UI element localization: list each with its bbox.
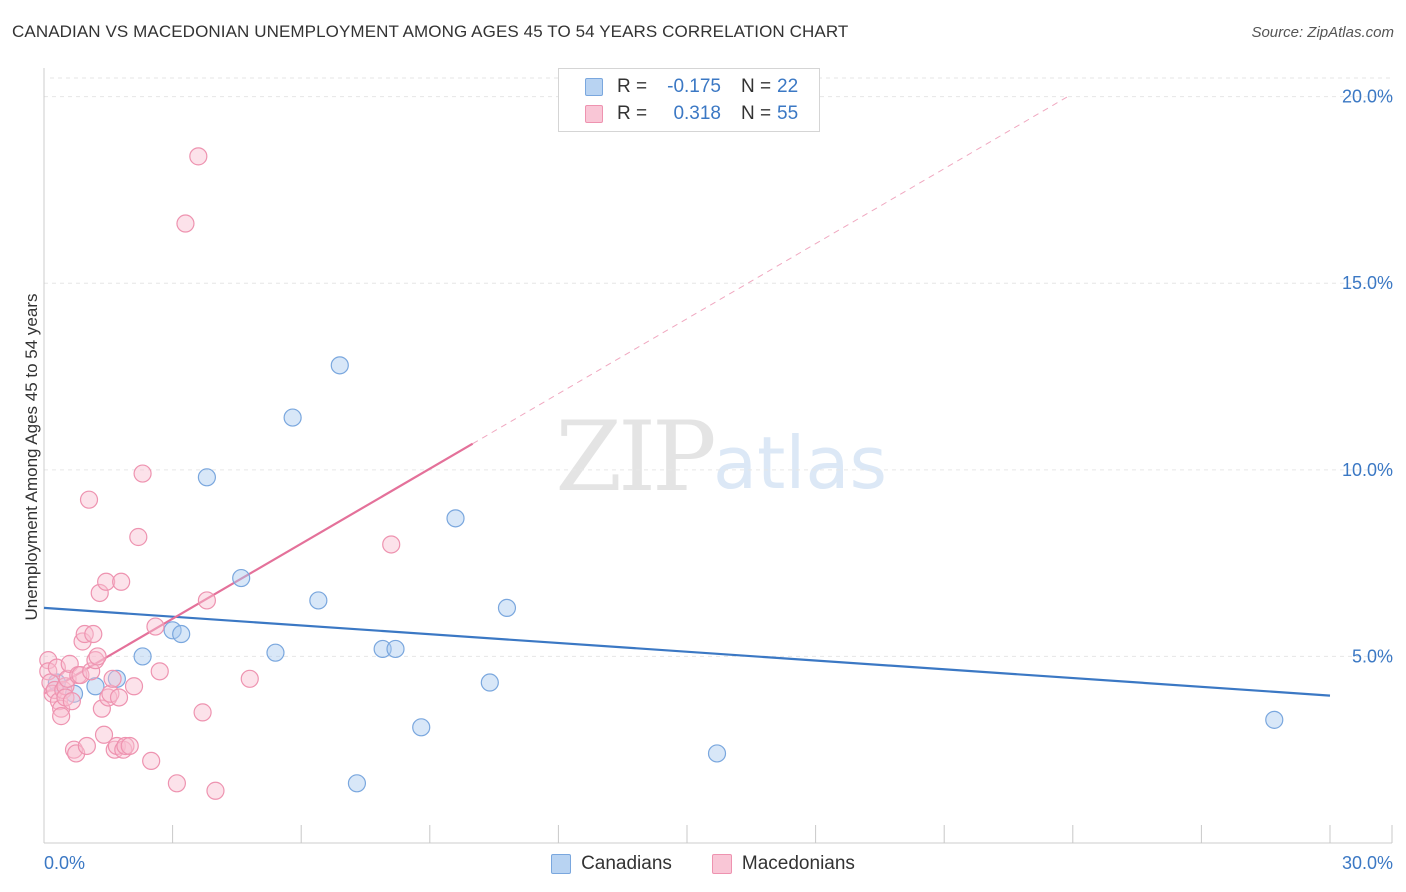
legend-label-macedonians: Macedonians: [741, 853, 855, 874]
x-tick-label: 30.0%: [1342, 853, 1393, 873]
point-canadians: [497, 598, 517, 618]
point-macedonians: [197, 591, 216, 610]
trendlines: [43, 96, 1331, 697]
x-tick-label: 0.0%: [44, 853, 85, 873]
point-canadians: [309, 591, 328, 610]
trendline-canadians: [43, 606, 1331, 697]
point-macedonians: [90, 583, 109, 603]
point-macedonians: [97, 572, 116, 591]
point-canadians: [330, 356, 349, 375]
point-macedonians: [167, 774, 186, 793]
point-macedonians: [150, 662, 169, 681]
point-canadians: [133, 647, 152, 666]
legend-item-macedonians[interactable]: Macedonians: [711, 853, 855, 875]
legend-swatch-macedonians: [711, 854, 732, 874]
grid: [44, 77, 1392, 657]
n-value: 22: [777, 76, 799, 97]
axes: [43, 68, 1393, 844]
point-canadians: [347, 774, 367, 793]
point-macedonians: [71, 665, 90, 685]
y-tick-label: 15.0%: [1342, 273, 1393, 293]
legend-label-canadians: Canadians: [581, 853, 672, 874]
watermark-atlas: atlas: [713, 421, 887, 505]
n-label: N =: [741, 76, 772, 97]
legend-item-canadians[interactable]: Canadians: [551, 853, 672, 875]
point-macedonians: [88, 647, 107, 666]
point-macedonians: [382, 535, 401, 554]
point-macedonians: [103, 669, 122, 688]
point-canadians: [707, 744, 727, 763]
point-macedonians: [193, 703, 212, 722]
y-tick-label: 5.0%: [1352, 646, 1393, 666]
point-canadians: [386, 639, 405, 659]
legend-swatch-canadians: [585, 78, 603, 96]
point-macedonians: [73, 632, 92, 651]
point-macedonians: [67, 744, 86, 763]
point-macedonians: [52, 707, 71, 726]
point-macedonians: [77, 736, 96, 756]
watermark-zip: ZIP: [555, 401, 714, 513]
point-macedonians: [92, 699, 111, 718]
point-macedonians: [120, 736, 139, 756]
point-canadians: [86, 677, 105, 696]
point-macedonians: [146, 617, 165, 636]
legend-row-macedonians: R = 0.318 N = 55: [585, 102, 798, 126]
legend-swatch-canadians: [551, 854, 572, 874]
watermark: ZIP atlas: [555, 401, 887, 513]
y-tick-label: 20.0%: [1342, 87, 1393, 107]
point-canadians: [446, 509, 465, 528]
trendline-extension-macedonians: [472, 96, 1068, 445]
y-tick-label: 10.0%: [1342, 460, 1393, 480]
point-macedonians: [176, 214, 195, 233]
legend-row-canadians: R = -0.175 N = 22: [585, 75, 798, 99]
data-points: [39, 147, 1284, 800]
chart-title: CANADIAN VS MACEDONIAN UNEMPLOYMENT AMON…: [12, 22, 849, 41]
legend-swatch-macedonians: [585, 105, 603, 123]
point-macedonians: [52, 699, 71, 718]
tick-labels: 5.0% 10.0% 15.0% 20.0% 0.0% 30.0%: [44, 87, 1393, 873]
point-canadians: [1265, 710, 1284, 729]
r-value: 0.318: [673, 103, 721, 124]
point-macedonians: [112, 572, 131, 591]
r-label: R =: [617, 103, 648, 124]
point-macedonians: [189, 147, 208, 166]
point-canadians: [172, 624, 191, 644]
point-canadians: [283, 408, 302, 427]
source-label: Source: ZipAtlas.com: [1251, 24, 1394, 41]
r-value: -0.175: [667, 76, 721, 97]
point-canadians: [373, 639, 392, 659]
point-macedonians: [79, 490, 99, 509]
point-macedonians: [142, 751, 161, 771]
y-axis-label: Unemployment Among Ages 45 to 54 years: [22, 293, 41, 621]
point-macedonians: [62, 692, 81, 711]
point-canadians: [266, 643, 285, 662]
point-macedonians: [124, 677, 144, 696]
point-macedonians: [116, 736, 135, 756]
point-macedonians: [94, 725, 114, 744]
point-macedonians: [240, 669, 259, 688]
n-value: 55: [777, 103, 799, 124]
point-macedonians: [129, 527, 148, 547]
point-canadians: [480, 673, 499, 692]
correlation-legend: R = -0.175 N = 22 R = 0.318 N = 55: [558, 68, 820, 132]
series-legend: Canadians Macedonians: [0, 852, 1406, 876]
point-macedonians: [206, 781, 225, 800]
r-label: R =: [617, 76, 648, 97]
n-label: N =: [741, 103, 772, 124]
point-macedonians: [109, 688, 129, 707]
point-canadians: [232, 568, 251, 588]
point-macedonians: [133, 464, 152, 483]
trendline-macedonians: [43, 442, 474, 695]
point-canadians: [197, 468, 216, 487]
point-macedonians: [84, 624, 103, 644]
point-canadians: [412, 718, 431, 737]
